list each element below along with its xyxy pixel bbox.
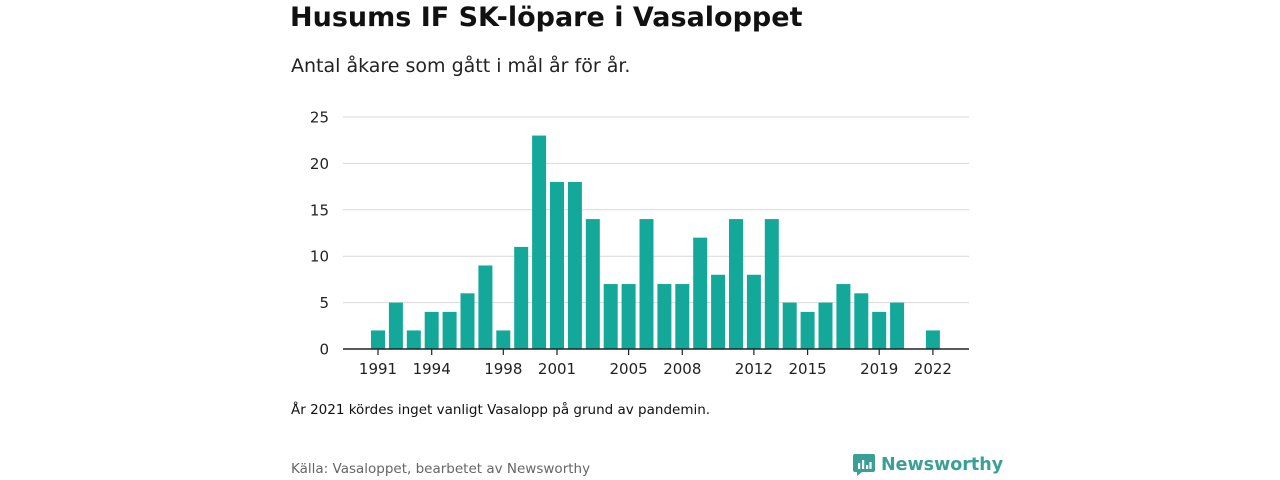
x-tick-label: 2001 [538, 360, 576, 378]
bar-2008 [675, 284, 690, 349]
bar-1995 [442, 311, 457, 349]
bar-1992 [388, 302, 403, 349]
x-tick-label: 2022 [914, 360, 952, 378]
chart-subtitle: Antal åkare som gått i mål år för år. [291, 55, 631, 77]
bar-2001 [550, 181, 564, 349]
x-tick-label: 2012 [735, 360, 773, 378]
bar-2018 [854, 293, 869, 349]
y-tick-label: 20 [310, 155, 329, 173]
bar-2022 [925, 330, 940, 349]
bar-2013 [764, 219, 779, 349]
brand-name: Newsworthy [881, 455, 1004, 475]
x-tick-label: 1991 [359, 360, 397, 378]
x-tick-label: 2019 [860, 360, 898, 378]
chart-footnote: År 2021 kördes inget vanligt Vasalopp på… [291, 402, 711, 418]
bar-1991 [371, 330, 385, 349]
x-axis-ticks: 1991 1994 1998 2001 2005 2008 2012 2015 2019 2022 [359, 349, 952, 378]
bars [371, 135, 940, 349]
bar-1994 [424, 311, 439, 349]
bar-2000 [532, 135, 547, 349]
bar-2014 [782, 302, 797, 349]
bar-2017 [836, 284, 851, 349]
bar-2011 [729, 219, 743, 349]
x-tick-label: 2005 [610, 360, 648, 378]
bar-2016 [818, 302, 833, 349]
y-tick-label: 15 [310, 201, 329, 219]
bar-1996 [460, 293, 475, 349]
source-credit: Källa: Vasaloppet, bearbetet av Newswort… [291, 461, 591, 477]
y-tick-label: 0 [319, 341, 329, 359]
bar-2020 [890, 302, 905, 349]
bar-1997 [478, 265, 493, 349]
bar-1993 [406, 330, 421, 349]
y-tick-label: 25 [310, 109, 329, 127]
y-tick-label: 5 [319, 294, 329, 312]
x-tick-label: 2015 [789, 360, 827, 378]
bar-2004 [603, 284, 618, 349]
bar-chart: 0 5 10 15 20 25 1991 1994 1998 2001 2005 2008 2012 2… [310, 109, 969, 378]
x-tick-label: 1998 [484, 360, 522, 378]
bar-2015 [800, 311, 815, 349]
bar-1998 [496, 330, 511, 349]
bar-1999 [514, 246, 529, 349]
x-tick-label: 1994 [413, 360, 451, 378]
bar-2019 [872, 311, 887, 349]
bar-2012 [746, 274, 761, 349]
bar-2010 [711, 274, 726, 349]
bar-2007 [657, 284, 672, 349]
gridlines [343, 116, 969, 304]
y-tick-label: 10 [310, 248, 329, 266]
bar-2002 [567, 181, 582, 349]
bar-2003 [585, 219, 600, 349]
chart-title: Husums IF SK-löpare i Vasaloppet [290, 2, 803, 33]
bar-2006 [639, 219, 654, 349]
newsworthy-logo-icon [853, 454, 875, 476]
bar-2009 [693, 237, 708, 349]
newsworthy-brand[interactable]: Newsworthy [853, 452, 1003, 478]
bar-2005 [621, 284, 636, 349]
y-axis-tick-labels: 0 5 10 15 20 25 [310, 109, 329, 359]
x-tick-label: 2008 [663, 360, 701, 378]
